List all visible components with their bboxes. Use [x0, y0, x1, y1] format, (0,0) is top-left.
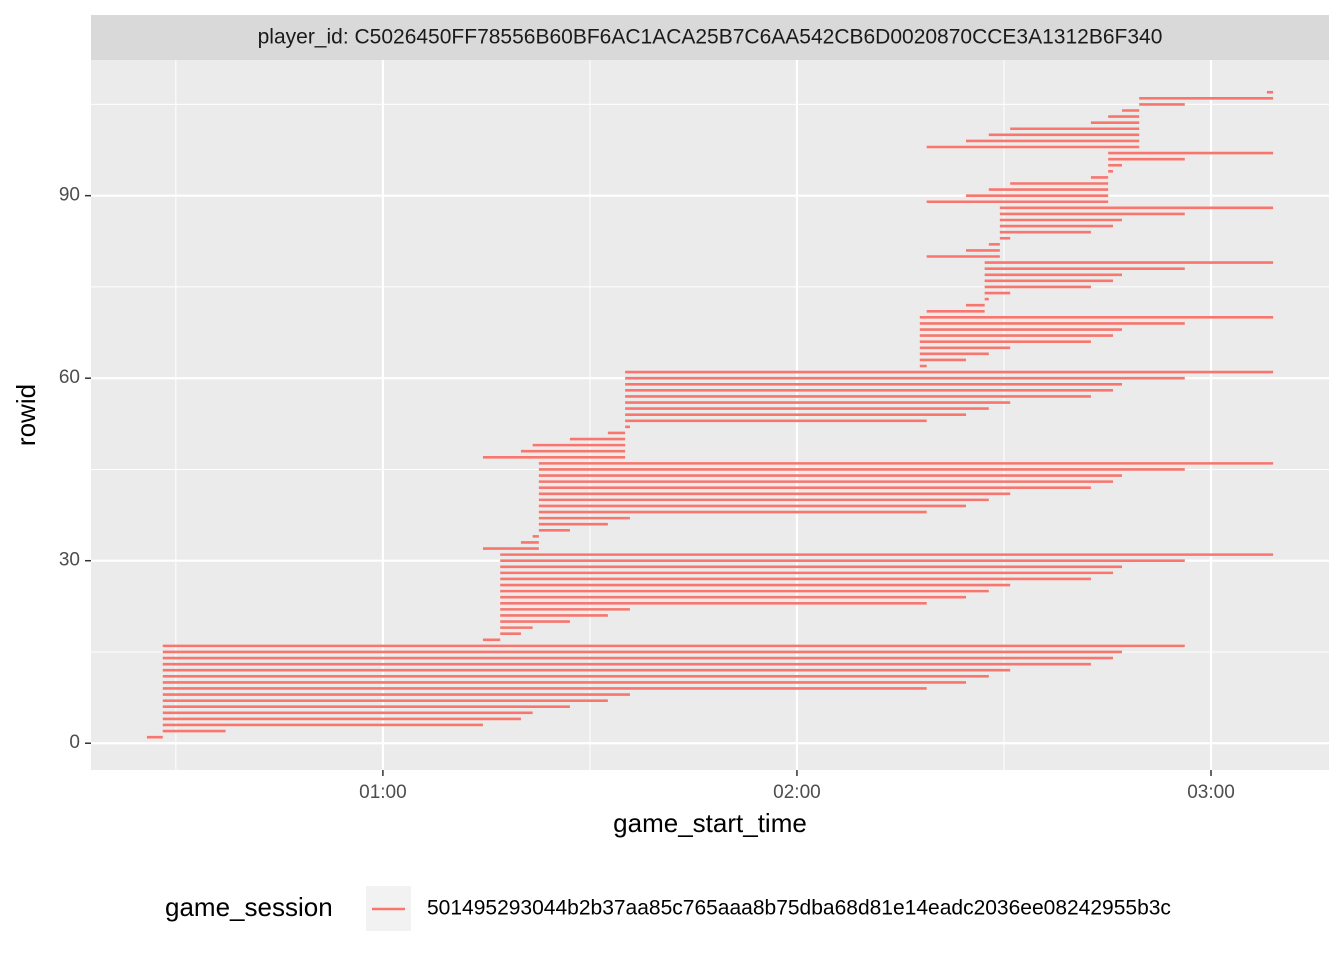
y-tick-label: 60 — [59, 367, 80, 388]
x-tick-label: 01:00 — [359, 782, 407, 803]
y-tick-label: 0 — [69, 732, 80, 753]
x-tick-label: 03:00 — [1187, 782, 1235, 803]
y-tick-label: 90 — [59, 185, 80, 206]
legend-label: 501495293044b2b37aa85c765aaa8b75dba68d81… — [427, 897, 1171, 920]
x-tick-label: 02:00 — [773, 782, 821, 803]
y-tick-label: 30 — [59, 550, 80, 571]
strip-label: player_id: C5026450FF78556B60BF6AC1ACA25… — [258, 26, 1163, 49]
x-axis-title: game_start_time — [613, 808, 807, 838]
legend-title: game_session — [165, 892, 333, 922]
segments — [146, 90, 1274, 739]
strip — [91, 15, 1329, 60]
y-axis-title: rowid — [11, 384, 41, 446]
